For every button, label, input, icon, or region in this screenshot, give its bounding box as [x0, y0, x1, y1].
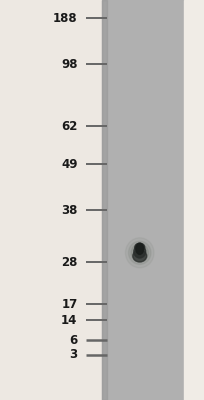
Text: 49: 49	[61, 158, 78, 170]
Text: 14: 14	[61, 314, 78, 326]
Text: 188: 188	[53, 12, 78, 24]
Text: 98: 98	[61, 58, 78, 70]
Bar	[102, 0, 107, 400]
Ellipse shape	[134, 245, 146, 258]
Text: 28: 28	[61, 256, 78, 268]
Ellipse shape	[136, 243, 144, 254]
Ellipse shape	[129, 241, 151, 264]
Ellipse shape	[135, 243, 145, 251]
Text: 17: 17	[61, 298, 78, 310]
Bar	[102, 0, 184, 400]
Bar	[184, 0, 204, 400]
Text: 38: 38	[61, 204, 78, 216]
Bar	[0, 0, 102, 400]
Ellipse shape	[133, 250, 147, 262]
Ellipse shape	[131, 244, 148, 262]
Text: 3: 3	[69, 348, 78, 361]
Ellipse shape	[125, 238, 154, 268]
Text: 62: 62	[61, 120, 78, 132]
Text: 6: 6	[69, 334, 78, 346]
